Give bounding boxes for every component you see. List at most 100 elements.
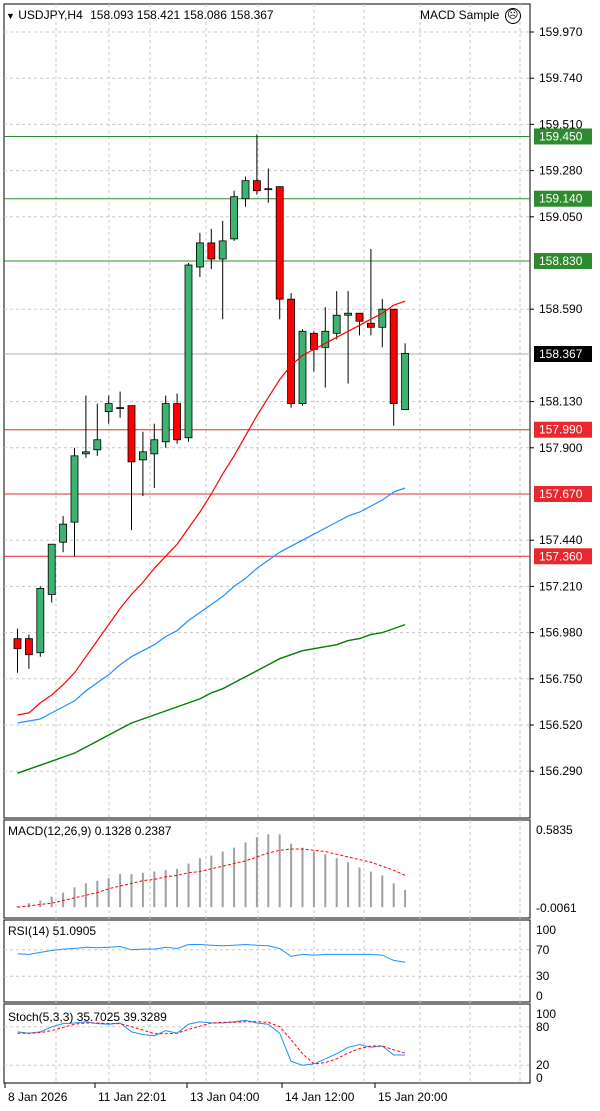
level-price-box: [534, 252, 592, 269]
main-pane-frame: [3, 3, 531, 819]
level-price-box: [534, 421, 592, 438]
level-price-box: [534, 486, 592, 502]
level-price-label: 157.360: [539, 549, 583, 563]
level-price-label: 159.450: [539, 129, 583, 143]
ma-slow-line: [17, 623, 406, 774]
level-price-label: 158.830: [539, 254, 583, 268]
ohlc-values: 158.093 158.421 158.086 158.367: [90, 8, 274, 22]
bull-candle: [332, 314, 341, 334]
symbol-label: USDJPY,H4: [18, 8, 83, 22]
grid-lines: [4, 4, 530, 1083]
bear-candle: [355, 312, 364, 322]
rsi-pane-frame: [3, 919, 531, 1003]
price-tick-label: 156.290: [539, 764, 583, 778]
level-price-label: 157.990: [539, 423, 583, 437]
price-tick-label: 158.590: [539, 302, 583, 316]
rsi-tick-label: 100: [536, 923, 556, 937]
current-price-box: [534, 345, 592, 362]
level-price-box: [534, 190, 592, 207]
stoch-pane-frame: [3, 1003, 531, 1084]
bear-candle: [127, 405, 136, 463]
bull-candle: [93, 439, 102, 451]
bear-candle: [287, 298, 296, 405]
bull-candle: [344, 312, 353, 316]
bull-candle: [218, 240, 227, 260]
bear-candle: [366, 322, 375, 328]
current-price-label: 158.367: [539, 347, 583, 361]
time-axis-label: 14 Jan 12:00: [285, 1090, 355, 1104]
bull-candle: [378, 308, 387, 328]
macd-tick-label: -0.0061: [536, 901, 577, 915]
bear-candle: [24, 638, 33, 656]
sad-face-icon: ☹: [504, 8, 521, 24]
bull-candle: [230, 196, 239, 240]
bear-candle: [207, 242, 216, 260]
time-axis-label: 13 Jan 04:00: [190, 1090, 260, 1104]
bull-candle: [184, 264, 193, 439]
price-tick-label: 159.510: [539, 117, 583, 131]
bear-candle: [275, 186, 284, 300]
bull-candle: [116, 407, 124, 410]
ea-name: MACD Sample: [420, 8, 500, 23]
macd-pane-frame: [3, 819, 531, 919]
rsi-tick-label: 0: [536, 989, 543, 1003]
stoch-tick-label: 20: [536, 1058, 550, 1072]
price-tick-label: 157.440: [539, 533, 583, 547]
bear-candle: [173, 403, 182, 441]
macd-tick-label: 0.5835: [536, 823, 573, 837]
rsi-tick-label: 30: [536, 969, 550, 983]
price-tick-label: 159.740: [539, 71, 583, 85]
expert-advisor-label[interactable]: MACD Sample ☹: [420, 8, 521, 24]
price-tick-label: 156.980: [539, 626, 583, 640]
bear-candle: [252, 180, 261, 192]
bear-candle: [389, 308, 398, 405]
bull-candle: [401, 352, 410, 411]
bull-candle: [47, 543, 56, 595]
stoch-tick-label: 100: [536, 1007, 556, 1021]
bull-candle: [82, 451, 90, 455]
rsi-tick-label: 70: [536, 943, 550, 957]
bull-candle: [161, 403, 170, 443]
bull-candle: [59, 523, 67, 543]
bull-candle: [298, 330, 307, 405]
bull-candle: [264, 188, 273, 191]
price-tick-label: 156.520: [539, 718, 583, 732]
candles: [13, 134, 410, 673]
macd-histogram: [16, 834, 407, 908]
collapse-triangle-icon[interactable]: ▼: [6, 11, 15, 21]
macd-title: MACD(12,26,9) 0.1328 0.2387: [8, 824, 172, 838]
bull-candle: [195, 242, 204, 268]
level-price-box: [534, 128, 592, 145]
bull-candle: [70, 455, 79, 523]
ma-mid-line: [17, 487, 406, 724]
price-tick-label: 158.130: [539, 395, 583, 409]
time-axis-label: 8 Jan 2026: [8, 1090, 68, 1104]
bull-candle: [138, 451, 147, 461]
stoch-signal-line: [17, 1021, 406, 1065]
bear-candle: [13, 638, 22, 650]
time-axis-label: 15 Jan 20:00: [378, 1090, 448, 1104]
bull-candle: [321, 330, 330, 348]
bull-candle: [36, 588, 45, 654]
price-tick-label: 157.210: [539, 579, 583, 593]
bear-candle: [309, 332, 318, 350]
price-tick-label: 159.280: [539, 164, 583, 178]
price-tick-label: 159.970: [539, 25, 583, 39]
ma-fast-line: [17, 300, 406, 716]
rsi-line: [17, 943, 406, 963]
rsi-title: RSI(14) 51.0905: [8, 924, 97, 938]
stoch-tick-label: 0: [536, 1071, 543, 1085]
stoch-title: Stoch(5,3,3) 35.7025 39.3289: [8, 1010, 167, 1024]
bull-candle: [150, 439, 159, 455]
bull-candle: [241, 180, 250, 200]
price-tick-label: 159.050: [539, 210, 583, 224]
level-price-box: [534, 548, 592, 565]
level-price-label: 157.670: [539, 487, 583, 501]
bull-candle: [104, 403, 113, 413]
macd-signal-line: [17, 848, 406, 908]
time-axis-label: 11 Jan 22:01: [98, 1090, 167, 1104]
price-tick-label: 156.750: [539, 672, 583, 686]
level-price-label: 159.140: [539, 192, 583, 206]
